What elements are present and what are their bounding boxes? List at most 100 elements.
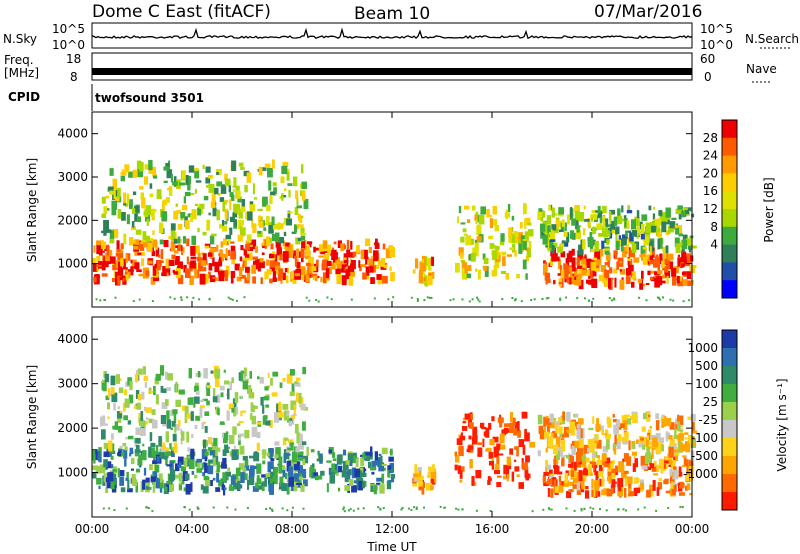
echo-cell-b1 (229, 216, 235, 223)
echo-cell-b5 (674, 224, 678, 229)
echo-cell-b4 (633, 487, 638, 496)
echo-cell-b4 (665, 490, 671, 494)
echo-cell-b4 (566, 253, 573, 263)
echo-cell-b1 (101, 196, 106, 204)
echo-cell-b2 (431, 271, 435, 279)
echo-cell-b0 (374, 451, 378, 461)
echo-cell-b0 (285, 275, 289, 284)
echo-cell-b0 (377, 457, 381, 468)
echo-cell-b5 (563, 231, 568, 237)
echo-cell-b0 (262, 456, 266, 459)
echo-cell-b3 (517, 232, 523, 242)
echo-cell-b0 (284, 472, 288, 480)
echo-cell-b5 (647, 445, 653, 450)
echo-cell-b0 (260, 277, 263, 285)
echo-cell-b0 (93, 274, 100, 285)
echo-cell-b4 (692, 265, 697, 268)
echo-cell-b4 (604, 269, 610, 278)
echo-cell-b5 (640, 246, 644, 254)
echo-cell-low (188, 508, 191, 511)
echo-cell-b0 (163, 240, 169, 248)
echo-cell-b4 (607, 466, 612, 476)
echo-cell-b4 (639, 254, 645, 258)
echo-cell-b1 (143, 211, 149, 216)
echo-cell-b1 (296, 432, 301, 444)
echo-cell-b0 (177, 274, 184, 285)
echo-cell-b4 (633, 257, 640, 263)
echo-cell-b0 (204, 451, 209, 456)
echo-cell-b1 (139, 421, 145, 426)
echo-cell-b1 (208, 212, 211, 216)
echo-cell-b5 (623, 453, 629, 462)
echo-cell-b1 (269, 194, 273, 205)
echo-cell-b1 (165, 163, 170, 168)
echo-cell-b1 (289, 391, 295, 397)
echo-cell-b0 (205, 274, 209, 284)
echo-cell-b2 (421, 259, 424, 265)
echo-cell-b3 (501, 251, 507, 256)
echo-cell-b0 (252, 486, 259, 492)
echo-cell-b3 (525, 217, 531, 226)
echo-cell-b1 (148, 390, 154, 393)
echo-cell-b0 (130, 266, 136, 269)
echo-cell-b5 (629, 232, 634, 242)
echo-cell-b4 (584, 254, 587, 262)
echo-cell-b5 (567, 214, 570, 225)
echo-cell-b5 (557, 246, 563, 253)
echo-cell-b1 (162, 199, 167, 206)
freq-tick-bottom: 8 (70, 70, 78, 84)
echo-cell-b4 (632, 463, 636, 472)
echo-cell-b5 (665, 207, 671, 218)
echo-cell-b0 (331, 262, 336, 270)
echo-cell-b1 (238, 162, 244, 167)
echo-cell-b5 (604, 248, 610, 251)
echo-cell-b1 (145, 407, 152, 413)
echo-cell-b0 (374, 460, 380, 466)
echo-cell-b1 (114, 421, 118, 430)
echo-cell-b4 (658, 478, 662, 482)
echo-cell-b0 (281, 483, 288, 491)
echo-cell-b4 (617, 487, 624, 497)
echo-cell-b1 (135, 229, 142, 235)
echo-cell-b1 (123, 192, 127, 204)
echo-cell-b5 (662, 212, 668, 223)
echo-cell-low (426, 296, 429, 299)
echo-cell-b0 (305, 245, 310, 256)
echo-cell-b4 (542, 475, 547, 483)
echo-cell-b0 (163, 456, 168, 460)
echo-cell-b5 (546, 418, 552, 426)
echo-cell-b5 (623, 215, 627, 220)
echo-cell-b1 (238, 208, 243, 219)
echo-cell-b4 (681, 483, 685, 488)
echo-cell-b0 (148, 446, 152, 458)
echo-cell-low (103, 299, 106, 302)
echo-cell-b1 (254, 405, 258, 409)
echo-cell-b3 (480, 206, 486, 215)
echo-cell-b5 (541, 210, 546, 218)
echo-cell-b0 (367, 461, 372, 469)
echo-cell-b3 (517, 239, 521, 244)
echo-cell-b1 (231, 377, 235, 384)
echo-cell-b4 (577, 265, 583, 269)
echo-cell-b4 (653, 473, 659, 476)
echo-cell-b0 (235, 467, 241, 477)
echo-cell-b5 (549, 239, 556, 242)
echo-cell-b1 (108, 387, 111, 398)
echo-cell-b3 (518, 482, 524, 489)
echo-cell-b5 (631, 230, 637, 237)
echo-cell-b0 (358, 480, 363, 491)
echo-cell-b3 (491, 416, 495, 422)
echo-cell-b1 (224, 444, 229, 450)
velocity-echoes (92, 365, 698, 513)
echo-cell-b3 (462, 228, 467, 233)
echo-cell-b0 (378, 260, 384, 266)
echo-cell-b4 (546, 278, 551, 283)
echo-cell-b0 (291, 451, 298, 463)
echo-cell-b0 (137, 252, 142, 256)
echo-cell-b3 (475, 250, 479, 257)
echo-cell-b1 (160, 385, 164, 393)
echo-cell-b3 (483, 265, 488, 271)
echo-cell-b1 (298, 392, 302, 404)
echo-cell-b1 (170, 173, 173, 183)
echo-cell-b4 (666, 275, 669, 284)
